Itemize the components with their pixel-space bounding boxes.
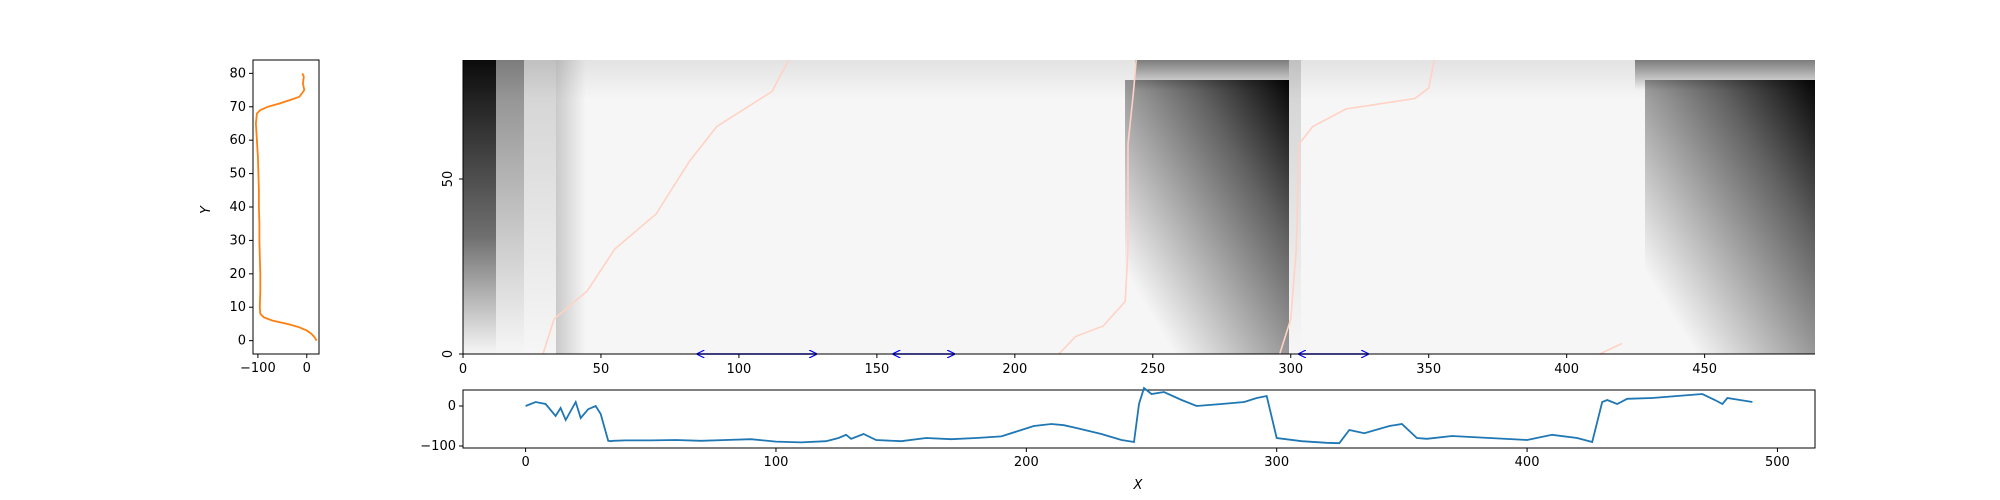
bottom-x-tick-label: 100 [764,455,789,470]
main-y-tick-label: 0 [441,350,456,358]
heatmap-corner-top-1 [1135,60,1289,90]
left-y-tick-label: 70 [229,100,246,115]
left-y-tick-label: 20 [229,267,246,282]
heatmap-edge-shade [556,60,586,354]
left-plot-frame [252,59,320,355]
main-x-tick-label: 50 [593,362,610,377]
heatmap-dark-corner-2 [1645,80,1815,354]
main-x-tick-label: 200 [1002,362,1027,377]
left-y-tick-label: 80 [229,66,246,81]
main-x-tick-label: 150 [864,362,889,377]
heatmap-overlay-line [1599,342,1623,355]
main-axes: 0 50 100 150 200 250 300 350 400 450 0 50 [441,60,1815,377]
bottom-profile-line [525,386,1753,445]
left-profile-line [254,73,318,342]
heatmap-dark-column-2 [496,60,524,354]
heatmap-light-column [524,60,556,354]
bottom-x-tick-label: 500 [1765,455,1790,470]
bottom-x-tick-label: 0 [521,455,529,470]
bottom-x-tick-label: 200 [1014,455,1039,470]
left-plot-area: 0 10 20 30 40 50 60 70 80 −100 0 [229,59,320,376]
left-y-tick-label: 60 [229,133,246,148]
main-x-tick-label: 450 [1692,362,1717,377]
left-y-axis-label: Y [199,205,214,214]
main-x-tick-label: 350 [1416,362,1441,377]
bottom-x-tick-label: 400 [1515,455,1540,470]
heatmap-dark-column-1 [463,60,496,354]
bottom-profile-panel: 0 100 200 300 400 500 −100 0 X [420,386,1816,493]
heatmap-overlay-line [542,59,790,355]
left-y-tick-label: 0 [238,334,246,349]
heatmap-overlay-line [1058,59,1137,355]
main-x-tick-label: 400 [1554,362,1579,377]
heatmap-overlay-line [1278,59,1435,355]
left-x-tick-label: 0 [303,361,311,376]
left-y-tick-label: 40 [229,200,246,215]
bottom-plot-frame [462,389,1816,449]
heatmap-dark-corner-1 [1125,80,1289,354]
main-heatmap-panel: 0 50 100 150 200 250 300 350 400 450 0 50 [441,59,1815,377]
main-x-tick-label: 0 [459,362,467,377]
left-profile-panel: 0 10 20 30 40 50 60 70 80 −100 0 Y [199,59,320,376]
bottom-x-axis-label: X [1133,478,1144,493]
bottom-y-tick-label: −100 [420,439,456,454]
heatmap-overlay-lines [542,59,1623,355]
heatmap-image [463,60,1815,354]
left-x-tick-label: −100 [240,361,276,376]
main-x-tick-label: 250 [1140,362,1165,377]
main-y-tick-label: 50 [441,171,456,188]
main-x-tick-label: 100 [727,362,752,377]
bottom-y-tick-label: 0 [448,399,456,414]
bottom-x-tick-label: 300 [1264,455,1289,470]
left-y-tick-label: 30 [229,233,246,248]
left-y-tick-label: 10 [229,300,246,315]
main-x-tick-label: 300 [1278,362,1303,377]
heatmap-corner-top-2 [1635,60,1815,90]
bottom-plot-area: 0 100 200 300 400 500 −100 0 [420,386,1816,470]
left-y-tick-label: 50 [229,167,246,182]
heatmap-mid-shade [1289,60,1301,354]
